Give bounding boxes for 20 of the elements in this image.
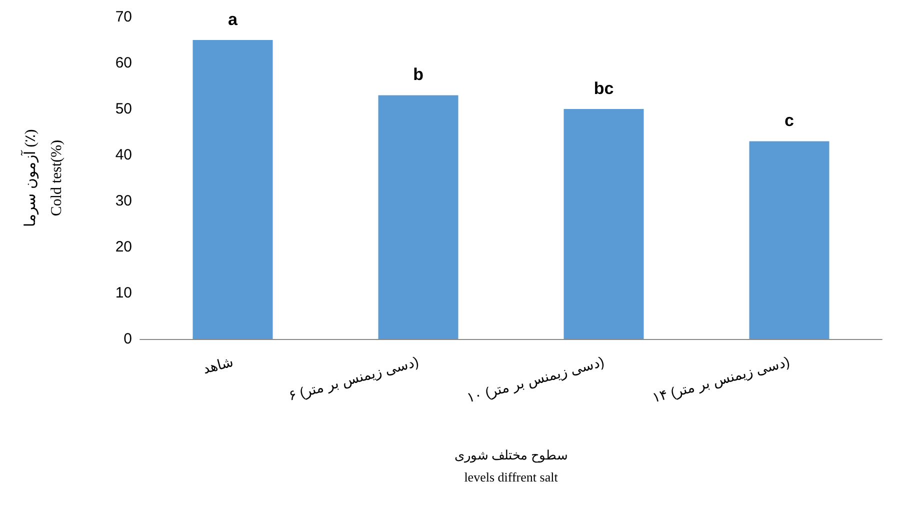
y-tick-label: 20 bbox=[115, 238, 132, 256]
bar bbox=[192, 40, 273, 339]
y-tick-label: 70 bbox=[115, 8, 132, 26]
bar bbox=[378, 95, 458, 339]
data-label: b bbox=[413, 65, 424, 84]
y-tick-label: 10 bbox=[115, 284, 132, 302]
bar bbox=[749, 141, 830, 339]
data-label: a bbox=[228, 10, 238, 29]
y-tick-label: 40 bbox=[115, 146, 132, 164]
y-tick-label: 60 bbox=[115, 54, 132, 72]
x-tick-label: ۱۴ (دسی زیمنس بر متر) bbox=[650, 353, 792, 406]
y-tick-label: 0 bbox=[124, 330, 132, 348]
x-tick-label: شاهد bbox=[200, 353, 235, 377]
data-label: c bbox=[784, 111, 794, 130]
y-tick-label: 50 bbox=[115, 100, 132, 118]
bar bbox=[564, 109, 644, 339]
data-label: bc bbox=[594, 79, 614, 98]
x-tick-label: ۱۰ (دسی زیمنس بر متر) bbox=[465, 353, 606, 406]
x-tick-label: ۶ (دسی زیمنس بر متر) bbox=[286, 353, 421, 404]
y-tick-label: 30 bbox=[115, 192, 132, 210]
